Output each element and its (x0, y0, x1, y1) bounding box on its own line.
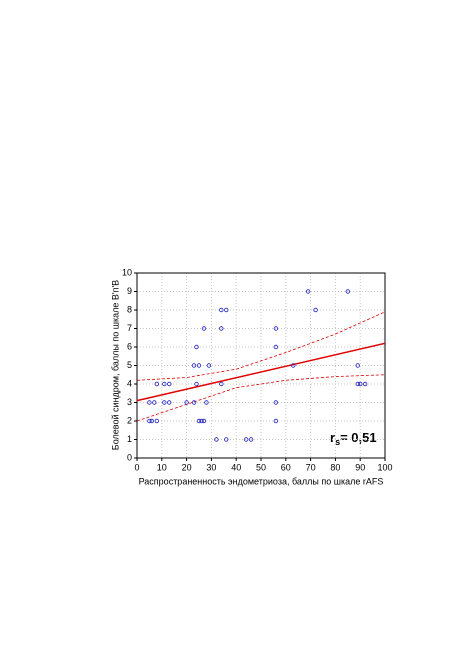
point (219, 381, 224, 387)
point (219, 326, 224, 331)
point (362, 381, 368, 387)
y-tick-label: 8 (127, 304, 132, 314)
x-tick-label: 30 (206, 462, 216, 472)
x-tick-label: 10 (157, 462, 167, 472)
x-tick-label: 50 (256, 462, 266, 472)
y-tick-label: 7 (127, 323, 132, 333)
point (243, 437, 249, 442)
point (224, 437, 229, 442)
point (191, 400, 197, 405)
x-tick-label: 80 (330, 462, 340, 472)
plot-frame (136, 272, 386, 459)
point (184, 400, 189, 405)
point (154, 381, 160, 387)
y-axis-label: Болевой синдром, баллы по шкале В'п'В (110, 280, 120, 450)
x-tick-label: 40 (231, 462, 241, 472)
point (273, 326, 279, 331)
point (167, 400, 172, 405)
point (201, 326, 207, 331)
x-tick-label: 90 (355, 462, 365, 472)
point (194, 344, 199, 350)
point (219, 307, 224, 313)
point (167, 381, 172, 387)
point (191, 363, 197, 368)
point (248, 437, 254, 442)
point (201, 418, 207, 424)
point (147, 418, 152, 424)
confidence-band-upper (136, 311, 386, 381)
point (305, 289, 311, 294)
point (291, 363, 296, 368)
point (204, 400, 209, 405)
point (214, 437, 219, 442)
point (196, 418, 202, 424)
annotation: rs= 0,51 (330, 430, 377, 447)
point (154, 418, 160, 424)
point (358, 381, 363, 387)
point (355, 363, 360, 368)
point (194, 381, 199, 387)
x-axis-label: Распространенность эндометриоза, баллы п… (139, 476, 384, 486)
point (345, 289, 350, 294)
y-tick-label: 6 (127, 341, 132, 351)
y-tick-label: 0 (127, 452, 132, 462)
point (273, 418, 279, 424)
y-tick-label: 10 (122, 267, 132, 277)
point (196, 363, 202, 368)
point (224, 307, 229, 313)
y-tick-label: 2 (127, 415, 132, 425)
annotation-sub: s (335, 437, 340, 447)
x-tick-label: 100 (377, 462, 392, 472)
y-tick-label: 4 (127, 378, 132, 388)
y-tick-label: 9 (127, 286, 132, 296)
point (147, 400, 152, 405)
point (162, 381, 167, 387)
y-tick-label: 5 (127, 360, 132, 370)
regression-line (136, 342, 386, 402)
point (206, 363, 212, 368)
point (162, 400, 167, 405)
point (149, 418, 155, 424)
y-tick-label: 3 (127, 397, 132, 407)
point (273, 344, 279, 350)
point (313, 307, 318, 313)
annotation-r: r (330, 430, 335, 445)
point (199, 418, 204, 424)
x-tick-label: 20 (182, 462, 192, 472)
point (152, 400, 157, 405)
y-tick-label: 1 (127, 434, 132, 444)
confidence-band-lower (136, 374, 386, 422)
point (355, 381, 360, 387)
point (273, 400, 279, 405)
annotation-value: = 0,51 (340, 430, 377, 445)
x-tick-label: 60 (281, 462, 291, 472)
x-tick-label: 0 (134, 462, 139, 472)
x-tick-label: 70 (306, 462, 316, 472)
